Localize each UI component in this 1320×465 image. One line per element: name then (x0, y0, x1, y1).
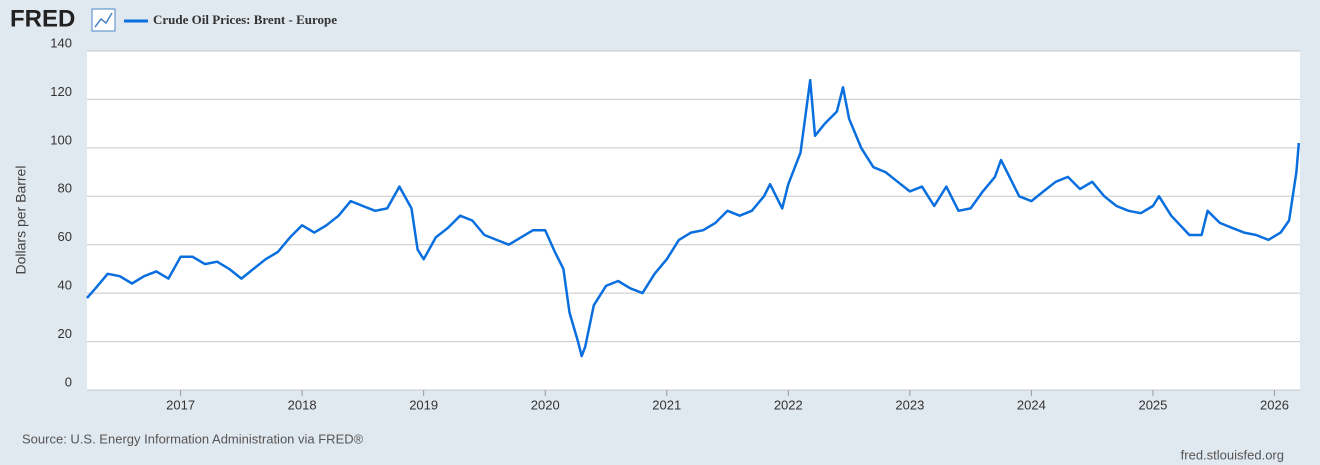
x-tick-label: 2022 (774, 397, 803, 412)
logo-icon (91, 8, 116, 32)
y-tick-label: 120 (50, 84, 72, 99)
x-tick-label: 2021 (652, 397, 681, 412)
x-tick-label: 2026 (1260, 397, 1289, 412)
y-tick-label: 0 (65, 374, 72, 389)
x-tick-label: 2018 (288, 397, 317, 412)
x-tick-label: 2024 (1017, 397, 1046, 412)
y-tick-label: 40 (58, 278, 72, 293)
data-line (86, 78, 1301, 358)
y-tick-label: 100 (50, 132, 72, 147)
x-tick-label: 2023 (895, 397, 924, 412)
x-tick-label: 2019 (409, 397, 438, 412)
y-tick-label: 80 (58, 181, 72, 196)
y-tick-label: 140 (50, 35, 72, 50)
credit: fred.stlouisfed.org (1181, 447, 1284, 462)
y-tick-label: 60 (58, 229, 72, 244)
y-tick-label: 20 (58, 326, 72, 341)
x-tick-label: 2020 (531, 397, 560, 412)
y-axis-label: Dollars per Barrel (13, 166, 29, 275)
legend-label: Crude Oil Prices: Brent - Europe (153, 12, 337, 27)
plot-area (87, 51, 1300, 390)
logo: FRED (10, 5, 75, 32)
x-tick-label: 2025 (1138, 397, 1167, 412)
x-tick-label: 2017 (166, 397, 195, 412)
source: Source: U.S. Energy Information Administ… (22, 431, 364, 446)
